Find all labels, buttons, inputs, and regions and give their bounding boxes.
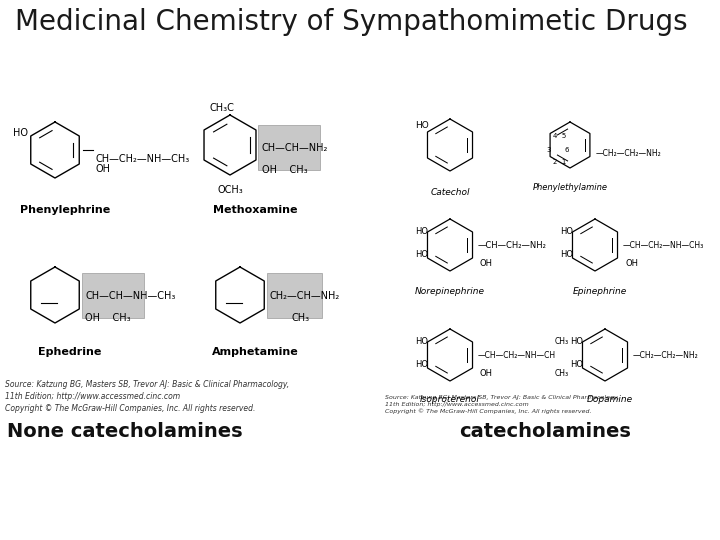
Text: Phenylethylamine: Phenylethylamine: [533, 183, 608, 192]
Text: Phenylephrine: Phenylephrine: [20, 205, 110, 215]
Text: OH    CH₃: OH CH₃: [85, 313, 130, 323]
Text: OH: OH: [480, 259, 493, 268]
Text: —CH—CH₂—NH—CH: —CH—CH₂—NH—CH: [478, 351, 556, 360]
Text: OH: OH: [625, 259, 638, 268]
Text: HO: HO: [570, 337, 583, 346]
Text: Catechol: Catechol: [431, 188, 469, 197]
Text: 3      6: 3 6: [546, 147, 570, 153]
Text: CH—CH₂—NH—CH₃: CH—CH₂—NH—CH₃: [95, 154, 189, 164]
Text: —CH—CH₂—NH₂: —CH—CH₂—NH₂: [478, 241, 547, 250]
Text: —CH—CH₂—NH—CH₃: —CH—CH₂—NH—CH₃: [623, 241, 704, 250]
Text: HO: HO: [560, 227, 573, 236]
Text: catecholamines: catecholamines: [459, 422, 631, 441]
Text: Medicinal Chemistry of Sympathomimetic Drugs: Medicinal Chemistry of Sympathomimetic D…: [15, 8, 688, 36]
Text: Source: Katzung BG, Masters SB, Trevor AJ: Basic & Clinical Pharmacology,
11th E: Source: Katzung BG, Masters SB, Trevor A…: [5, 380, 289, 413]
Text: CH—CH—NH—CH₃: CH—CH—NH—CH₃: [85, 291, 176, 301]
Text: CH₃C: CH₃C: [210, 103, 235, 113]
Text: 4  5: 4 5: [554, 133, 567, 139]
Bar: [267, 273, 322, 318]
Text: HO: HO: [415, 250, 428, 259]
Text: HO: HO: [13, 128, 28, 138]
Text: Norepinephrine: Norepinephrine: [415, 287, 485, 296]
Text: —CH₂—CH₂—NH₂: —CH₂—CH₂—NH₂: [633, 351, 698, 360]
Text: HO: HO: [415, 227, 428, 236]
Text: HO: HO: [415, 360, 428, 369]
Text: OH    CH₃: OH CH₃: [262, 165, 307, 175]
Bar: [82, 273, 144, 318]
Text: OH: OH: [95, 164, 110, 174]
Text: Amphetamine: Amphetamine: [212, 347, 298, 357]
Text: HO: HO: [560, 250, 573, 259]
Text: HO: HO: [415, 121, 428, 130]
Text: Methoxamine: Methoxamine: [212, 205, 297, 215]
Text: HO: HO: [415, 337, 428, 346]
Text: None catecholamines: None catecholamines: [7, 422, 243, 441]
Bar: [258, 125, 320, 170]
Text: CH₃: CH₃: [555, 369, 569, 378]
Text: CH—CH—NH₂: CH—CH—NH₂: [261, 143, 328, 153]
Text: —CH₂—CH₂—NH₂: —CH₂—CH₂—NH₂: [596, 149, 662, 158]
Text: Isoproterenol: Isoproterenol: [420, 395, 480, 404]
Text: 2  1: 2 1: [553, 159, 567, 165]
Text: CH₃: CH₃: [292, 313, 310, 323]
Text: Ephedrine: Ephedrine: [38, 347, 102, 357]
Text: HO: HO: [570, 360, 583, 369]
Text: OH: OH: [480, 369, 493, 378]
Text: Source: Katzung BG, Masters SB, Trevor AJ: Basic & Clinical Pharmacology,
11th E: Source: Katzung BG, Masters SB, Trevor A…: [385, 395, 619, 414]
Text: Dopamine: Dopamine: [587, 395, 633, 404]
Text: OCH₃: OCH₃: [218, 185, 244, 195]
Text: Epinephrine: Epinephrine: [573, 287, 627, 296]
Text: CH₂—CH—NH₂: CH₂—CH—NH₂: [270, 291, 341, 301]
Text: CH₃: CH₃: [555, 337, 569, 346]
